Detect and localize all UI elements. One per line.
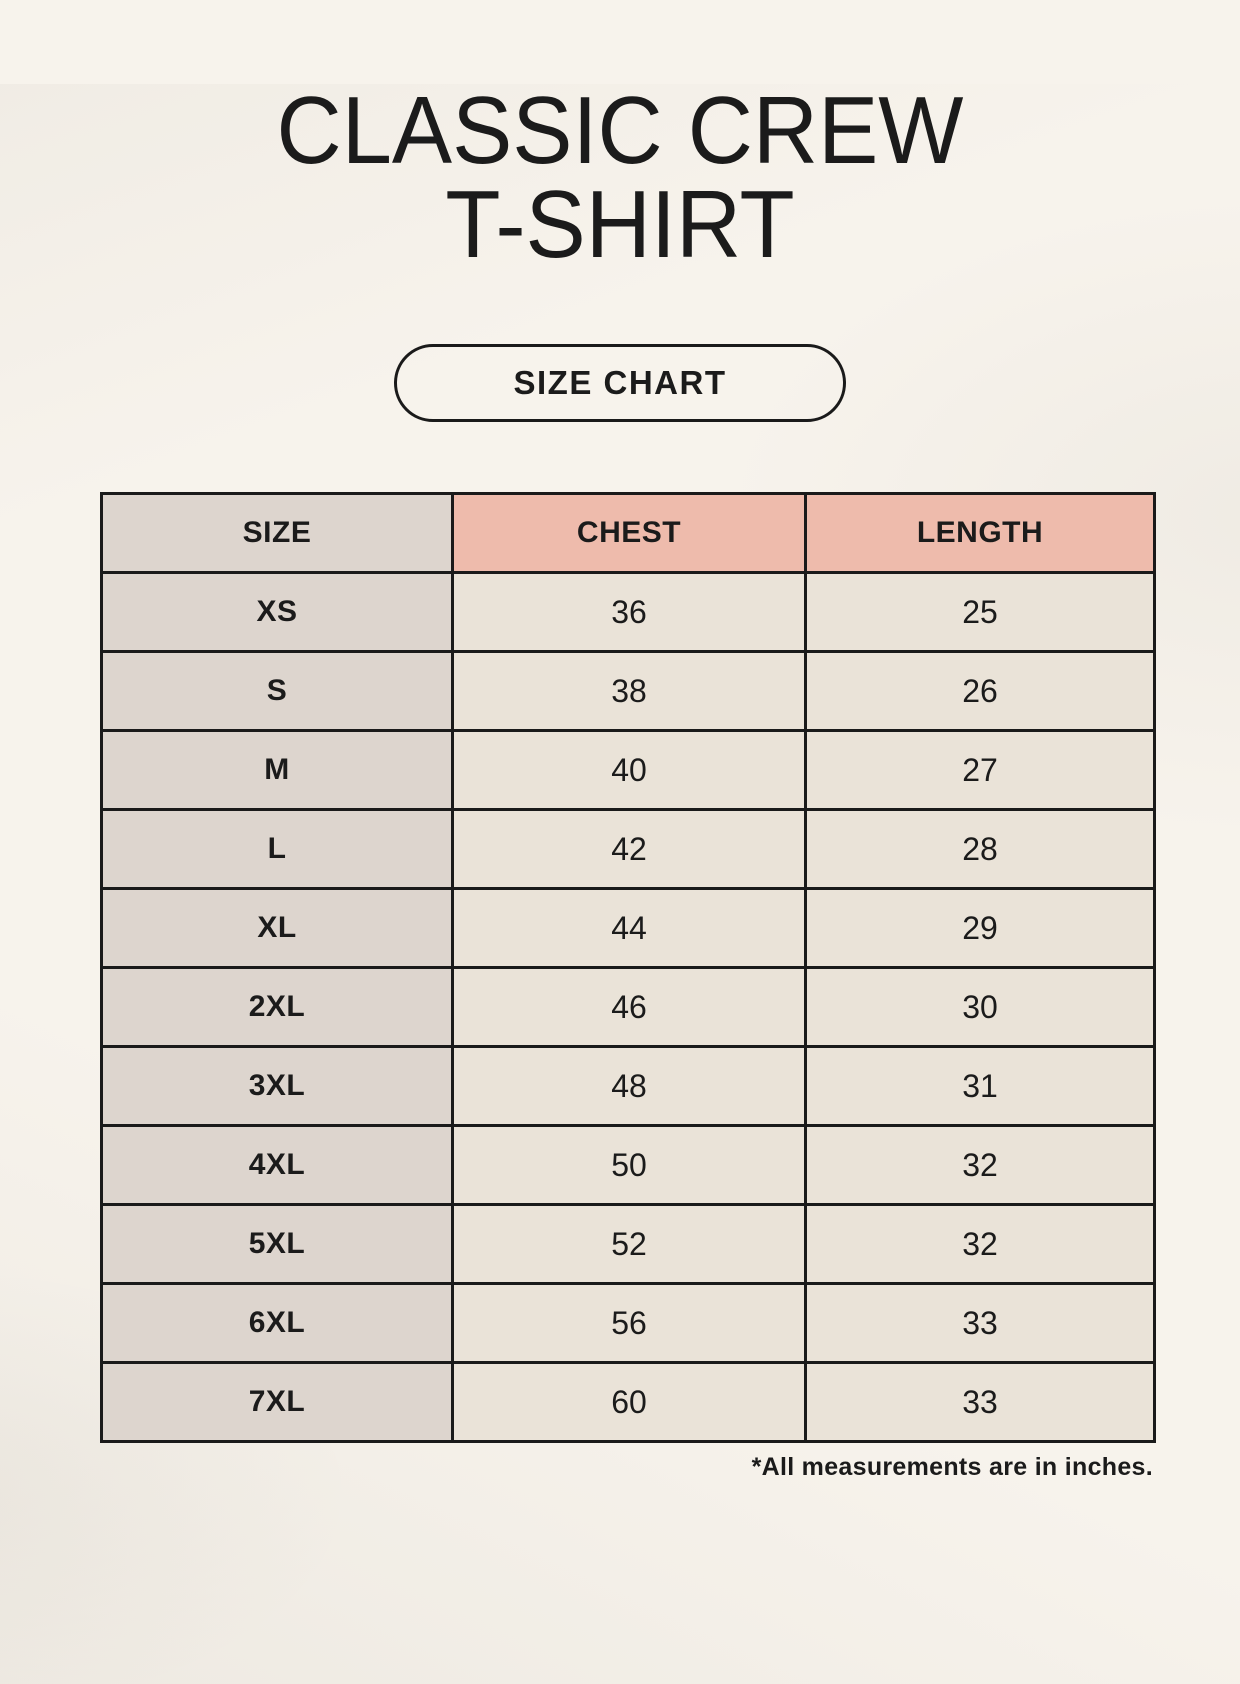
column-header-size: SIZE [100, 492, 454, 575]
length-cell: 30 [804, 966, 1156, 1049]
chest-cell: 40 [451, 729, 807, 812]
table-row: 6XL 56 33 [100, 1282, 1156, 1365]
chest-cell: 52 [451, 1203, 807, 1286]
size-cell: 6XL [100, 1282, 454, 1365]
chest-cell: 46 [451, 966, 807, 1049]
length-cell: 26 [804, 650, 1156, 733]
chest-cell: 56 [451, 1282, 807, 1365]
size-cell: XS [100, 571, 454, 654]
size-cell: XL [100, 887, 454, 970]
size-cell: L [100, 808, 454, 891]
size-cell: 2XL [100, 966, 454, 1049]
chest-cell: 42 [451, 808, 807, 891]
table-row: 2XL 46 30 [100, 966, 1156, 1049]
title-line-1: CLASSIC CREW [276, 77, 964, 184]
column-header-chest: CHEST [451, 492, 807, 575]
size-cell: M [100, 729, 454, 812]
length-cell: 32 [804, 1203, 1156, 1286]
table-row: 7XL 60 33 [100, 1361, 1156, 1444]
table-row: 5XL 52 32 [100, 1203, 1156, 1286]
chest-cell: 44 [451, 887, 807, 970]
chest-cell: 50 [451, 1124, 807, 1207]
size-chart-button[interactable]: SIZE CHART [394, 344, 846, 423]
chest-cell: 60 [451, 1361, 807, 1444]
length-cell: 33 [804, 1361, 1156, 1444]
page-title: CLASSIC CREW T-SHIRT [37, 83, 1203, 273]
table-row: XS 36 25 [100, 571, 1156, 654]
length-cell: 29 [804, 887, 1156, 970]
table-row: S 38 26 [100, 650, 1156, 733]
table-row: 4XL 50 32 [100, 1124, 1156, 1207]
table-row: L 42 28 [100, 808, 1156, 891]
size-table: SIZE CHEST LENGTH XS 36 25 S 38 26 M 40 27 L 42 28 X… [100, 492, 1156, 1444]
footnote: *All measurements are in inches. [751, 1453, 1153, 1482]
table-row: 3XL 48 31 [100, 1045, 1156, 1128]
chest-cell: 36 [451, 571, 807, 654]
length-cell: 27 [804, 729, 1156, 812]
chest-cell: 48 [451, 1045, 807, 1128]
size-cell: 3XL [100, 1045, 454, 1128]
size-cell: S [100, 650, 454, 733]
chest-cell: 38 [451, 650, 807, 733]
length-cell: 33 [804, 1282, 1156, 1365]
size-cell: 7XL [100, 1361, 454, 1444]
title-line-2: T-SHIRT [445, 171, 795, 279]
size-chart-page: CLASSIC CREW T-SHIRT SIZE CHART SIZE CHE… [0, 83, 1240, 1684]
table-row: M 40 27 [100, 729, 1156, 812]
table-header-row: SIZE CHEST LENGTH [100, 492, 1156, 575]
size-chart-button-label: SIZE CHART [513, 364, 727, 402]
table-row: XL 44 29 [100, 887, 1156, 970]
length-cell: 28 [804, 808, 1156, 891]
length-cell: 31 [804, 1045, 1156, 1128]
length-cell: 32 [804, 1124, 1156, 1207]
size-cell: 4XL [100, 1124, 454, 1207]
length-cell: 25 [804, 571, 1156, 654]
size-cell: 5XL [100, 1203, 454, 1286]
column-header-length: LENGTH [804, 492, 1156, 575]
